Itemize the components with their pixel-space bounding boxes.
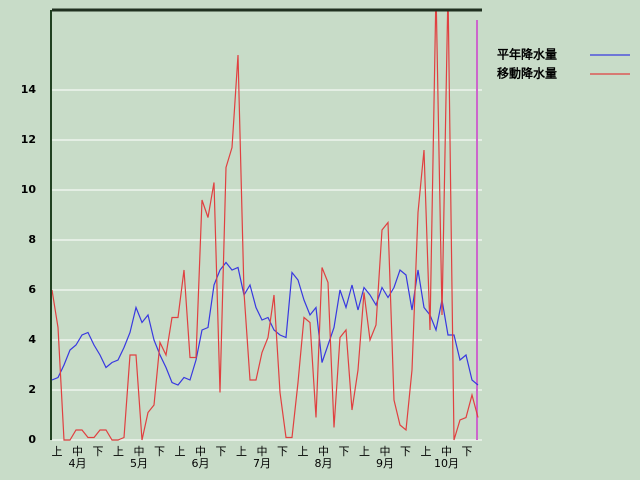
x-tick-label: 下 bbox=[339, 445, 350, 458]
y-tick-label: 2 bbox=[28, 383, 36, 396]
y-tick-label: 12 bbox=[21, 133, 36, 146]
x-tick-label: 下 bbox=[216, 445, 227, 458]
x-tick-label: 中 bbox=[380, 445, 391, 458]
y-tick-label: 4 bbox=[28, 333, 36, 346]
legend-label: 平年降水量 bbox=[497, 47, 557, 62]
x-tick-label: 中 bbox=[72, 445, 83, 458]
month-label: 4月 bbox=[69, 457, 87, 470]
y-tick-label: 10 bbox=[21, 183, 37, 196]
y-tick-label: 8 bbox=[28, 233, 36, 246]
x-tick-label: 中 bbox=[441, 445, 452, 458]
series-line bbox=[52, 10, 479, 441]
x-tick-label: 中 bbox=[134, 445, 145, 458]
month-label: 5月 bbox=[130, 457, 148, 470]
x-tick-label: 上 bbox=[421, 445, 432, 458]
x-tick-label: 上 bbox=[236, 445, 247, 458]
month-label: 8月 bbox=[315, 457, 333, 470]
x-tick-label: 上 bbox=[113, 445, 124, 458]
x-tick-label: 下 bbox=[462, 445, 473, 458]
month-label: 10月 bbox=[434, 457, 459, 470]
x-tick-label: 中 bbox=[257, 445, 268, 458]
x-tick-label: 下 bbox=[400, 445, 411, 458]
x-tick-label: 下 bbox=[93, 445, 104, 458]
x-tick-label: 上 bbox=[298, 445, 309, 458]
month-label: 7月 bbox=[253, 457, 271, 470]
x-tick-label: 上 bbox=[175, 445, 186, 458]
x-tick-label: 下 bbox=[277, 445, 288, 458]
y-tick-label: 0 bbox=[28, 433, 36, 446]
month-label: 6月 bbox=[192, 457, 210, 470]
y-tick-label: 14 bbox=[21, 83, 37, 96]
x-tick-label: 中 bbox=[318, 445, 329, 458]
legend-label: 移動降水量 bbox=[497, 66, 557, 81]
x-tick-label: 上 bbox=[52, 445, 63, 458]
month-label: 9月 bbox=[376, 457, 394, 470]
y-tick-label: 6 bbox=[28, 283, 36, 296]
x-tick-label: 下 bbox=[154, 445, 165, 458]
x-tick-label: 中 bbox=[195, 445, 206, 458]
series-line bbox=[52, 261, 479, 386]
x-tick-label: 上 bbox=[359, 445, 370, 458]
